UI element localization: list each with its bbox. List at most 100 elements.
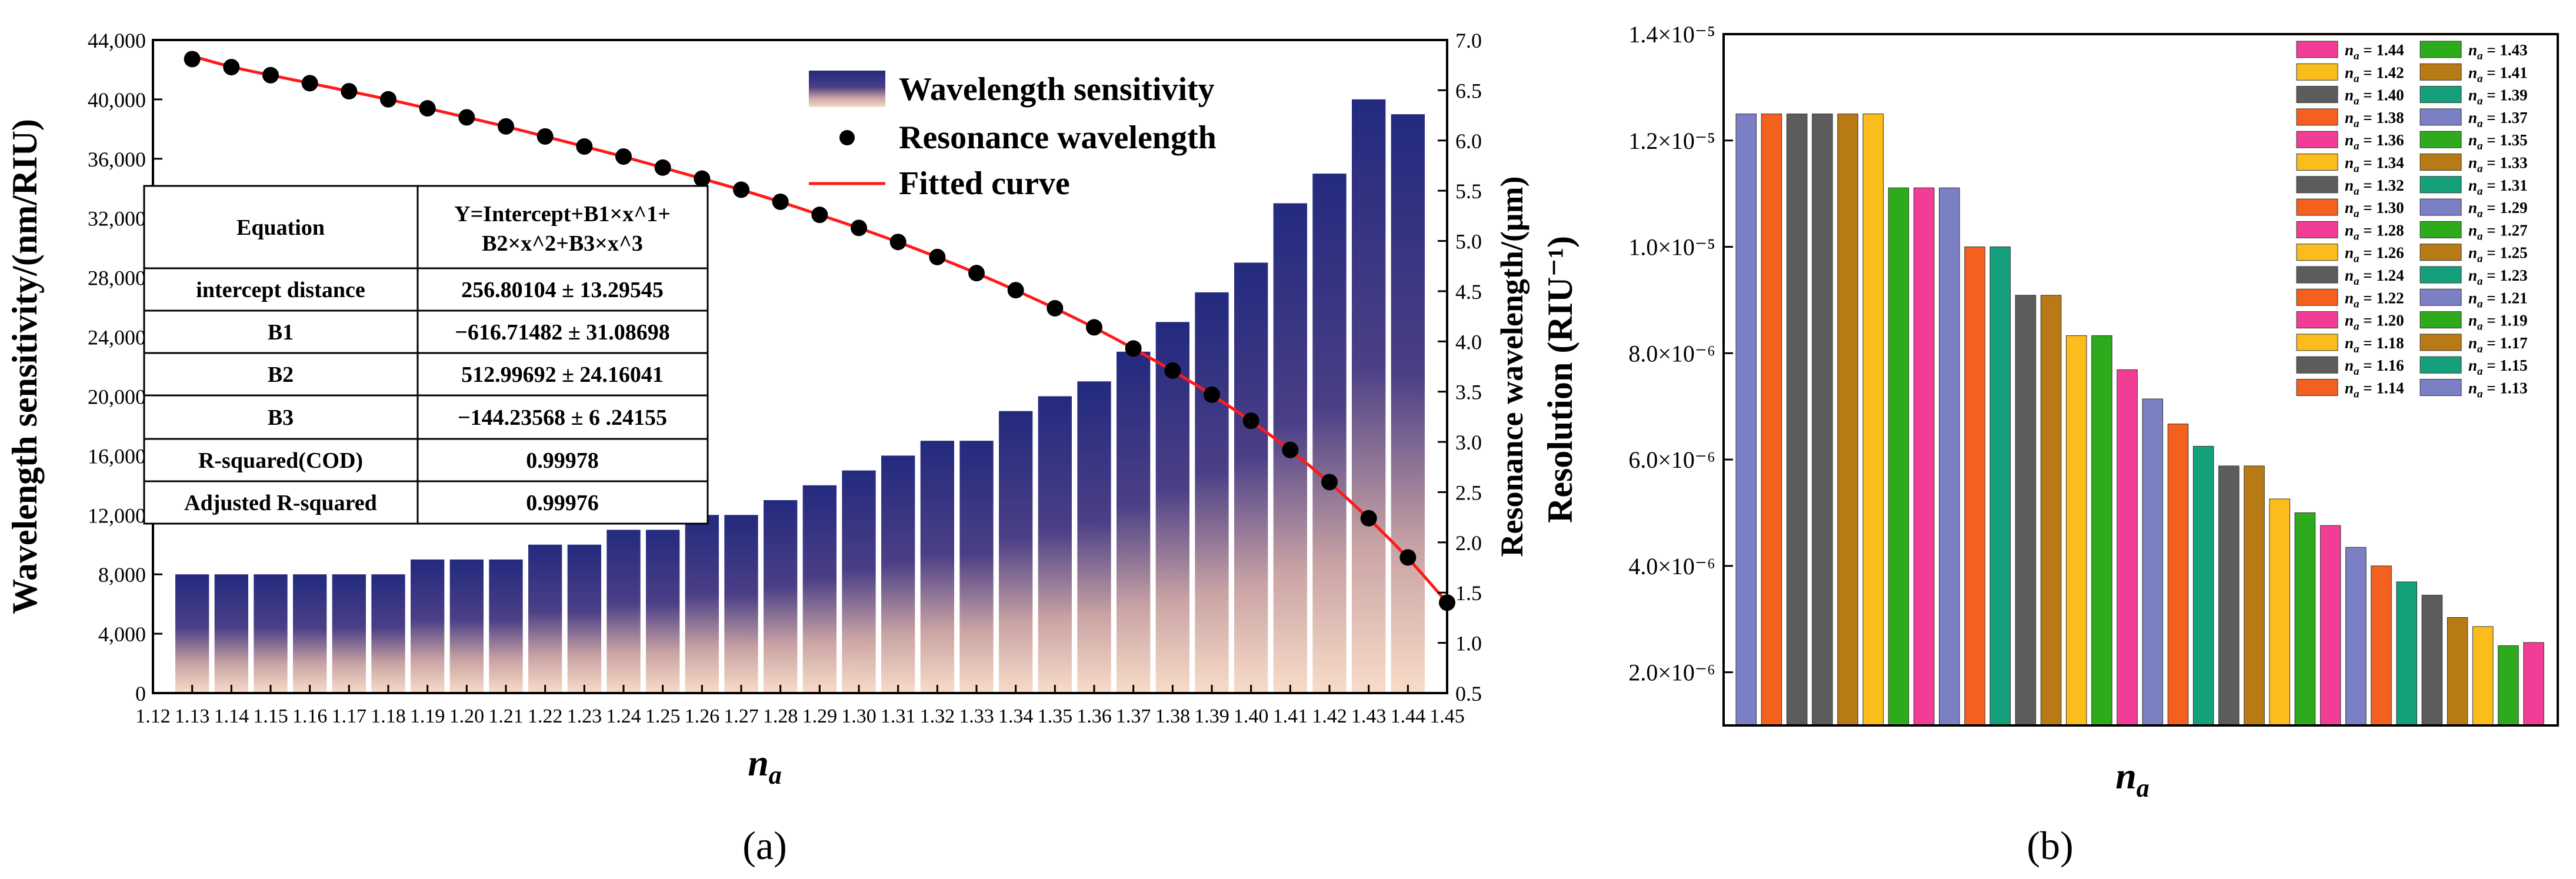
b-legend-swatch bbox=[2420, 176, 2462, 194]
a-y-tick-label: 20,000 bbox=[88, 385, 146, 408]
a-x-ticks: 1.12 1.13 1.14 1.15 1.16 1.17 1.18 1.19 1.20 1.21… bbox=[135, 685, 1465, 727]
a-table-key: B1 bbox=[268, 320, 294, 345]
a-x-axis-label: na bbox=[748, 742, 782, 790]
a-point-1.41 bbox=[1282, 441, 1299, 458]
b-legend-label: na = 1.26 bbox=[2345, 244, 2404, 265]
a-x-tick-label: 1.23 bbox=[567, 705, 602, 727]
a-point-1.42 bbox=[1321, 474, 1338, 491]
a-y-right-tick-label: 7.0 bbox=[1455, 29, 1482, 52]
b-bar-1.43 bbox=[2498, 645, 2519, 726]
a-x-tick-label: 1.27 bbox=[724, 705, 759, 727]
a-x-tick-label: 1.34 bbox=[998, 705, 1034, 727]
a-table-value: Y=Intercept+B1×x^1+ bbox=[454, 202, 671, 227]
a-bar-1.27 bbox=[724, 515, 758, 693]
b-y-tick-label: 1.4×10⁻⁵ bbox=[1628, 21, 1715, 48]
a-point-1.21 bbox=[498, 118, 514, 135]
b-legend-swatch bbox=[2296, 356, 2338, 374]
a-fit-table: Equation Y=Intercept+B1×x^1+ B2×x^2+B3×x^3… bbox=[143, 185, 709, 525]
a-y-tick-label: 44,000 bbox=[88, 29, 146, 52]
b-legend-label: na = 1.15 bbox=[2468, 357, 2528, 378]
b-legend-swatch bbox=[2296, 63, 2338, 81]
b-legend-label: na = 1.14 bbox=[2345, 379, 2404, 401]
a-table-value: 0.99976 bbox=[526, 491, 599, 515]
a-x-tick-label: 1.28 bbox=[763, 705, 798, 727]
b-bar-1.24 bbox=[2015, 295, 2037, 726]
b-legend-swatch bbox=[2296, 379, 2338, 396]
b-legend-label: na = 1.44 bbox=[2345, 41, 2404, 62]
a-bar-1.32 bbox=[920, 441, 954, 693]
a-bar-1.16 bbox=[293, 574, 327, 693]
a-table-key: Adjusted R-squared bbox=[184, 491, 377, 515]
a-x-tick-label: 1.19 bbox=[410, 705, 445, 727]
a-x-tick-label: 1.37 bbox=[1116, 705, 1151, 727]
b-legend-label: na = 1.22 bbox=[2345, 289, 2404, 310]
b-bar-1.42 bbox=[2472, 626, 2494, 726]
b-y-tick-label: 2.0×10⁻⁶ bbox=[1628, 660, 1715, 686]
a-x-tick-label: 1.21 bbox=[488, 705, 524, 727]
a-y-tick-label: 8,000 bbox=[98, 563, 146, 587]
b-legend-swatch bbox=[2420, 311, 2462, 329]
a-x-tick-label: 1.14 bbox=[214, 705, 249, 727]
b-legend-label: na = 1.37 bbox=[2468, 109, 2528, 130]
b-legend-label: na = 1.31 bbox=[2468, 177, 2528, 198]
b-bar-1.32 bbox=[2218, 465, 2240, 726]
b-bar-1.28 bbox=[2117, 369, 2138, 726]
a-bar-1.35 bbox=[1038, 396, 1072, 693]
a-point-1.15 bbox=[262, 66, 279, 84]
b-legend-label: na = 1.29 bbox=[2468, 199, 2528, 220]
a-point-1.34 bbox=[1007, 282, 1024, 299]
a-x-tick-label: 1.17 bbox=[332, 705, 367, 727]
a-y-right-ticks: 0.5 1.0 1.5 2.0 2.5 3.0 3.5 4.0 4.5 5.0 5.5 6.0 6.5 7… bbox=[1438, 29, 1482, 705]
a-point-1.18 bbox=[380, 91, 396, 108]
b-legend-label: na = 1.19 bbox=[2468, 312, 2528, 333]
b-y-tick-label: 4.0×10⁻⁶ bbox=[1628, 553, 1715, 580]
a-y-tick-label: 28,000 bbox=[88, 267, 146, 290]
a-table-key: R-squared(COD) bbox=[198, 448, 363, 473]
a-point-1.30 bbox=[851, 219, 867, 237]
b-x-axis-label: na bbox=[2115, 755, 2150, 803]
b-bar-1.31 bbox=[2192, 445, 2214, 726]
a-y-right-tick-label: 5.0 bbox=[1455, 230, 1482, 254]
b-legend-swatch bbox=[2420, 41, 2462, 58]
b-legend-swatch bbox=[2296, 131, 2338, 148]
a-bar-1.39 bbox=[1195, 292, 1229, 693]
a-legend-label-resonance: Resonance wavelength bbox=[899, 119, 1217, 156]
a-point-1.31 bbox=[889, 234, 907, 251]
a-bar-1.34 bbox=[999, 411, 1033, 693]
a-y-right-tick-label: 6.0 bbox=[1455, 129, 1482, 153]
b-legend-label: na = 1.17 bbox=[2468, 334, 2528, 355]
a-table-value: 256.80104 ± 13.29545 bbox=[461, 278, 664, 302]
b-y-tick-label: 1.2×10⁻⁵ bbox=[1628, 128, 1715, 154]
a-y-right-tick-label: 4.0 bbox=[1455, 330, 1482, 354]
a-x-tick-label: 1.22 bbox=[528, 705, 563, 727]
a-bar-1.43 bbox=[1352, 99, 1386, 694]
b-legend-swatch bbox=[2420, 356, 2462, 374]
b-legend-label: na = 1.41 bbox=[2468, 64, 2528, 85]
b-legend-label: na = 1.42 bbox=[2345, 64, 2404, 85]
b-bar-1.29 bbox=[2142, 398, 2164, 726]
a-point-1.26 bbox=[694, 170, 711, 187]
b-legend-label: na = 1.34 bbox=[2345, 154, 2404, 175]
a-x-tick-label: 1.45 bbox=[1429, 705, 1465, 727]
a-table-value: 0.99978 bbox=[526, 448, 599, 473]
a-y-right-tick-label: 3.0 bbox=[1455, 431, 1482, 454]
a-bar-1.29 bbox=[802, 485, 837, 693]
a-point-1.22 bbox=[536, 128, 554, 145]
a-x-tick-label: 1.44 bbox=[1391, 705, 1426, 727]
a-bar-1.37 bbox=[1117, 351, 1151, 693]
a-bar-1.25 bbox=[646, 530, 680, 693]
b-bar-1.25 bbox=[2040, 295, 2062, 726]
b-legend-label: na = 1.36 bbox=[2345, 131, 2404, 152]
b-legend-swatch bbox=[2420, 198, 2462, 216]
a-legend-label-sensitivity: Wavelength sensitivity bbox=[899, 71, 1215, 108]
a-x-tick-label: 1.15 bbox=[253, 705, 288, 727]
a-bar-1.21 bbox=[489, 559, 523, 693]
a-point-1.32 bbox=[929, 248, 946, 265]
a-point-1.20 bbox=[458, 109, 475, 126]
b-legend-swatch bbox=[2420, 63, 2462, 81]
a-point-1.17 bbox=[341, 83, 358, 100]
b-legend-label: na = 1.30 bbox=[2345, 199, 2404, 220]
b-legend-swatch bbox=[2420, 108, 2462, 126]
b-bar-1.21 bbox=[1939, 187, 1960, 726]
